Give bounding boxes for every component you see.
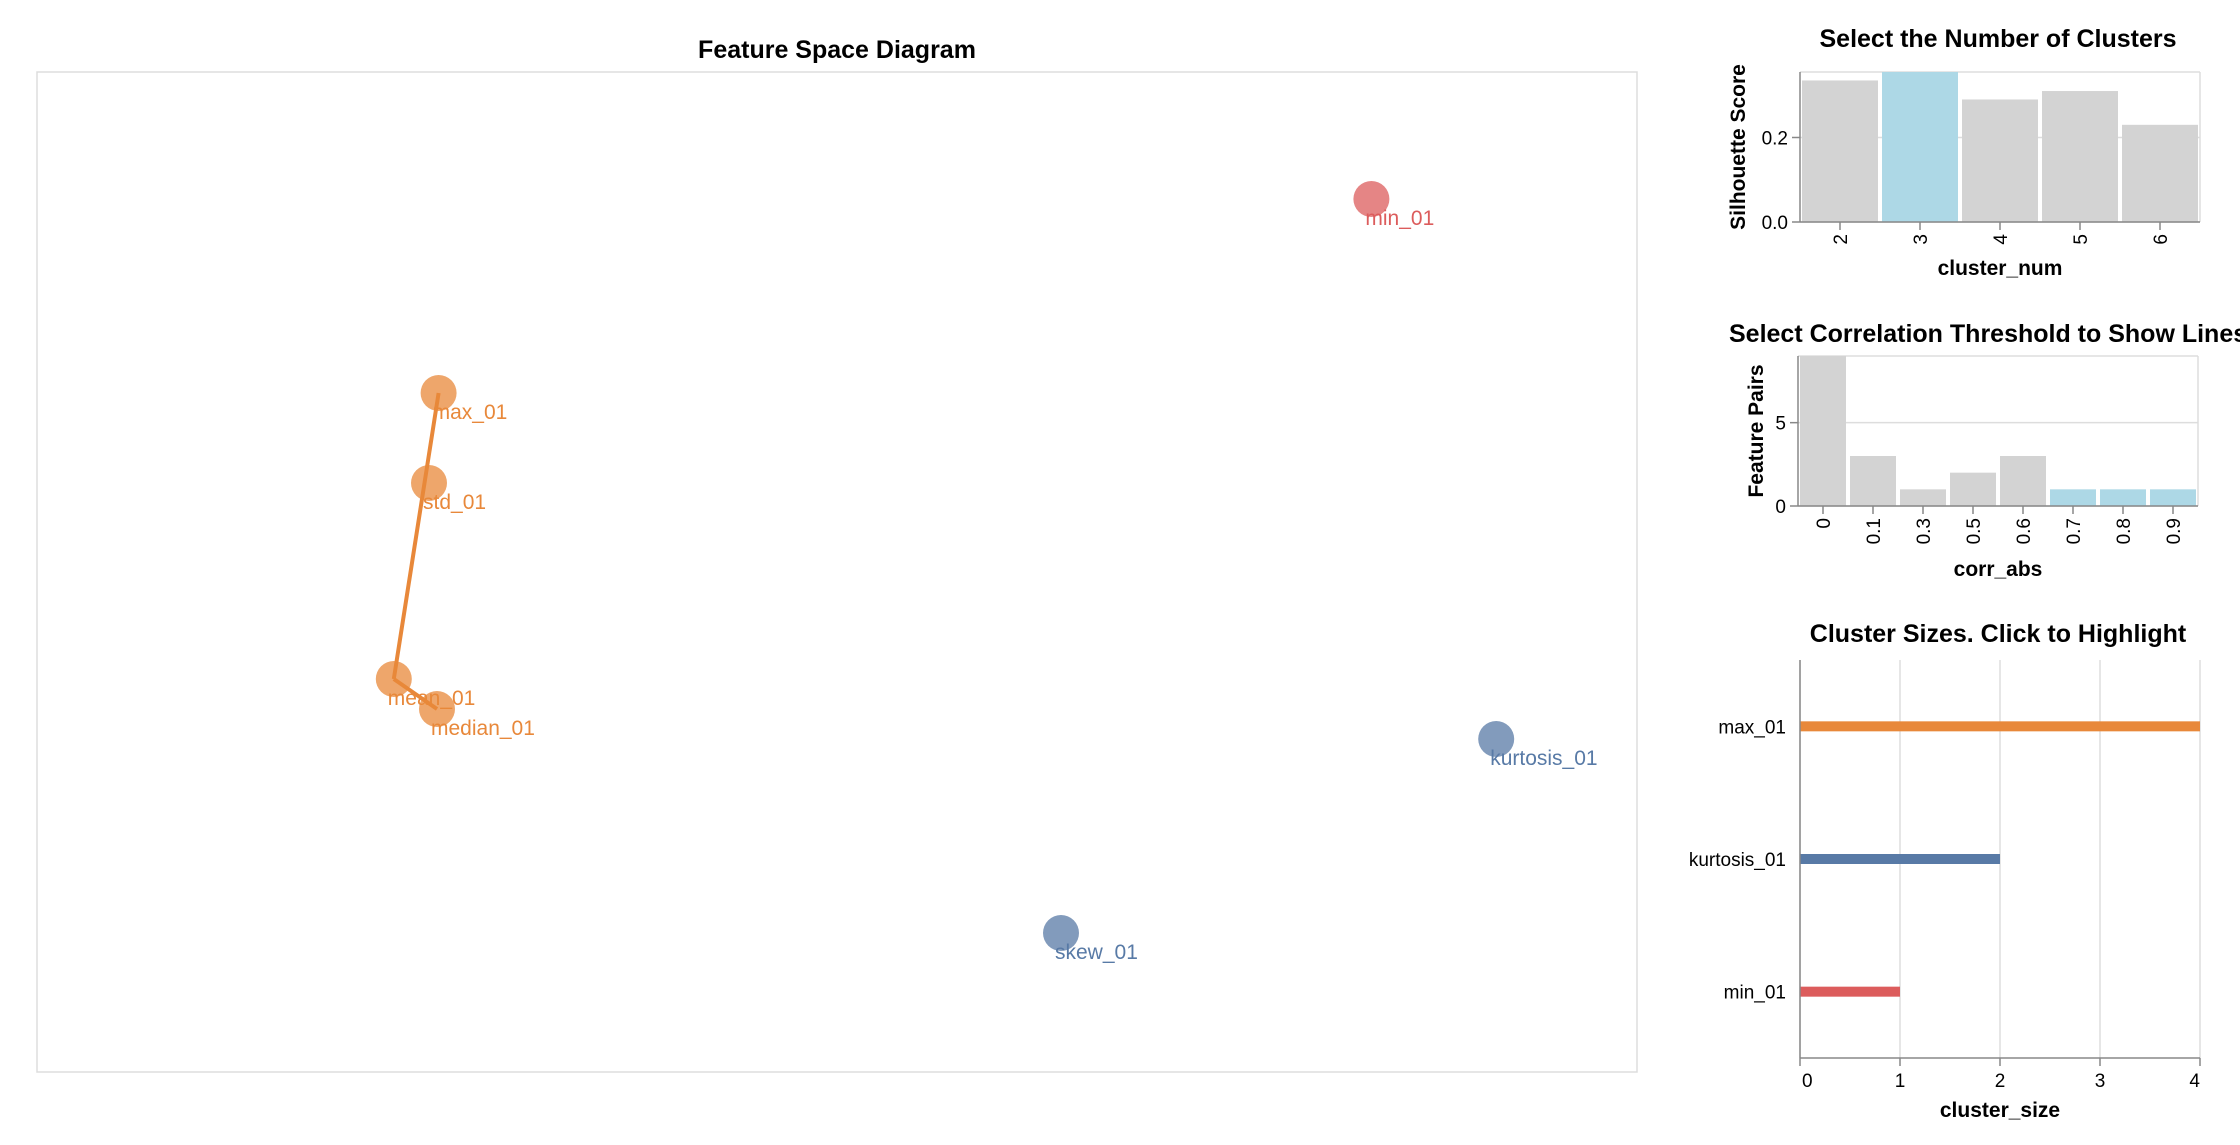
correlation-link xyxy=(391,392,441,680)
x-tick-label: 4 xyxy=(2189,1071,2200,1092)
feature-space-frame xyxy=(36,71,1638,1073)
correlation-chart-title: Select Correlation Threshold to Show Lin… xyxy=(1729,320,2240,348)
feature-point[interactable] xyxy=(375,661,412,697)
y-tick-label: 0.0 xyxy=(1762,213,1788,234)
bar[interactable] xyxy=(1802,80,1878,222)
feature-point[interactable] xyxy=(420,375,457,411)
cluster-size-bar[interactable] xyxy=(1800,721,2200,732)
y-tick-label: 0.2 xyxy=(1762,128,1788,149)
feature-point-label: kurtosis_01 xyxy=(1490,747,1597,770)
x-tick-label: 0.8 xyxy=(2114,518,2135,544)
x-tick-label: 1 xyxy=(1895,1071,1906,1092)
correlation-chart: Select Correlation Threshold to Show Lin… xyxy=(1729,320,2240,581)
feature-space-chart: Feature Space Diagram min_01 max_01 std_01m… xyxy=(36,36,1638,1073)
feature-point[interactable] xyxy=(1353,181,1390,217)
x-tick-label: 5 xyxy=(2071,234,2092,245)
bar[interactable] xyxy=(2150,489,2196,506)
x-tick-label: 0.7 xyxy=(2064,518,2085,544)
bar[interactable] xyxy=(1962,99,2038,222)
cluster-sizes-title: Cluster Sizes. Click to Highlight xyxy=(1810,620,2187,648)
y-axis-title: Feature Pairs xyxy=(1745,364,1768,497)
clusters-chart: Select the Number of Clusters 0.0 0.2 2 3 4 5 6… xyxy=(1727,25,2201,280)
x-tick-label: 0.1 xyxy=(1864,518,1885,544)
bar[interactable] xyxy=(1882,72,1958,222)
y-tick-label: 5 xyxy=(1775,414,1786,435)
bar[interactable] xyxy=(1850,456,1896,506)
bar[interactable] xyxy=(2050,489,2096,506)
feature-point-label: skew_01 xyxy=(1055,941,1138,964)
bar[interactable] xyxy=(1950,472,1996,506)
x-tick-label: 2 xyxy=(1831,234,1852,245)
x-tick-label: 0.3 xyxy=(1914,518,1935,544)
feature-point-label: max_01 xyxy=(433,401,508,424)
bar[interactable] xyxy=(2042,91,2118,222)
x-tick-label: 0.5 xyxy=(1964,518,1985,544)
feature-point-label: min_01 xyxy=(1365,207,1434,230)
bar[interactable] xyxy=(2122,124,2198,222)
x-tick-label: 6 xyxy=(2151,234,2172,245)
x-axis-title: cluster_num xyxy=(1938,257,2063,280)
feature-point[interactable] xyxy=(1043,915,1079,951)
cluster-label[interactable]: kurtosis_01 xyxy=(1689,850,1786,871)
cluster-sizes-chart: Cluster Sizes. Click to Highlight 0 1 2 3 4 ma… xyxy=(1689,620,2201,1122)
feature-point-label: median_01 xyxy=(431,717,535,740)
feature-space-title: Feature Space Diagram xyxy=(698,36,976,64)
bar[interactable] xyxy=(1800,356,1846,506)
x-tick-label: 3 xyxy=(1911,234,1932,245)
x-tick-label: 4 xyxy=(1991,234,2012,245)
x-tick-label: 0.9 xyxy=(2164,518,2185,544)
bar[interactable] xyxy=(1900,489,1946,506)
bar[interactable] xyxy=(2100,489,2146,506)
feature-point-label: std_01 xyxy=(423,491,486,514)
feature-point[interactable] xyxy=(411,465,447,501)
cluster-label[interactable]: min_01 xyxy=(1724,983,1786,1004)
x-tick-label: 0.6 xyxy=(2014,518,2035,544)
bar[interactable] xyxy=(2000,456,2046,506)
cluster-size-bar[interactable] xyxy=(1800,854,2000,864)
x-axis-title: cluster_size xyxy=(1940,1099,2060,1122)
y-axis-title: Silhouette Score xyxy=(1727,64,1750,230)
x-tick-label: 3 xyxy=(2095,1071,2106,1092)
x-tick-label: 2 xyxy=(1995,1071,2006,1092)
feature-point[interactable] xyxy=(419,691,455,727)
x-axis-title: corr_abs xyxy=(1954,558,2043,581)
x-tick-label: 0 xyxy=(1802,1071,1813,1092)
cluster-size-bar[interactable] xyxy=(1800,986,1900,997)
x-tick-label: 0 xyxy=(1814,518,1835,529)
y-tick-label: 0 xyxy=(1775,497,1786,518)
feature-point[interactable] xyxy=(1478,721,1515,757)
clusters-chart-title: Select the Number of Clusters xyxy=(1819,25,2176,53)
cluster-label[interactable]: max_01 xyxy=(1718,717,1786,738)
